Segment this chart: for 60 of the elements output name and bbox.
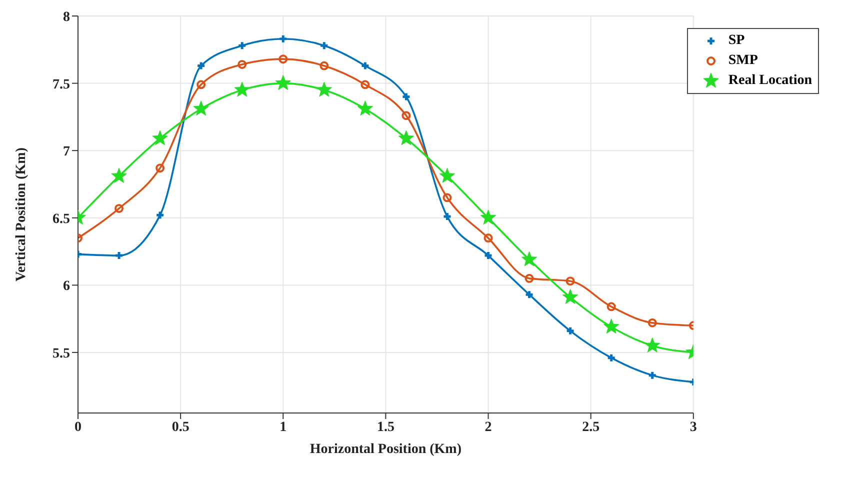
point <box>648 370 658 380</box>
x-axis-title: Horizontal Position (Km) <box>310 442 462 457</box>
point <box>524 290 534 300</box>
point <box>320 61 329 70</box>
point <box>644 337 660 352</box>
point <box>152 130 168 146</box>
point <box>442 212 452 222</box>
x-tick-label: 1 <box>280 420 287 435</box>
point <box>606 302 616 312</box>
point <box>439 168 456 183</box>
point <box>114 250 124 260</box>
point <box>480 210 496 225</box>
point <box>357 100 374 116</box>
point <box>606 353 616 363</box>
point <box>278 54 288 64</box>
point <box>401 92 411 102</box>
point <box>402 111 411 120</box>
point <box>398 130 414 146</box>
legend-label: SP <box>728 32 745 50</box>
point <box>521 251 538 266</box>
y-tick-label: 7 <box>63 144 70 160</box>
point <box>196 61 206 71</box>
point <box>562 289 578 304</box>
point <box>360 80 370 90</box>
y-tick-label: 7.5 <box>52 77 70 92</box>
point <box>319 40 329 50</box>
x-tick-label: 0 <box>74 420 82 435</box>
point <box>114 204 124 213</box>
x-tick-label: 2.5 <box>582 420 600 435</box>
point <box>234 82 250 97</box>
x-tick-label: 1.5 <box>376 420 394 435</box>
point <box>155 210 165 220</box>
point <box>278 34 288 44</box>
point <box>566 276 575 286</box>
point <box>196 80 206 90</box>
point <box>484 234 493 243</box>
point <box>156 164 165 173</box>
x-tick-label: 3 <box>690 420 697 435</box>
point <box>193 100 209 116</box>
point <box>566 326 576 336</box>
point <box>603 318 620 334</box>
point <box>316 82 332 97</box>
point <box>524 274 534 283</box>
y-tick-label: 6 <box>63 279 70 294</box>
y-tick-label: 8 <box>63 10 70 25</box>
point <box>442 193 452 202</box>
y-tick-label: 5.5 <box>52 346 70 362</box>
y-tick-label: 6.5 <box>52 212 70 227</box>
x-tick-label: 0.5 <box>172 420 190 435</box>
point <box>648 318 657 328</box>
legend-label: SMP <box>728 52 758 70</box>
x-tick-label: 2 <box>484 420 492 435</box>
legend-label: Real Location <box>728 72 812 90</box>
point <box>484 250 494 260</box>
point <box>360 61 370 71</box>
point <box>111 168 127 183</box>
point <box>237 40 247 50</box>
y-axis-title: Vertical Position (Km) <box>14 147 29 282</box>
point <box>275 75 291 90</box>
point <box>238 60 247 69</box>
